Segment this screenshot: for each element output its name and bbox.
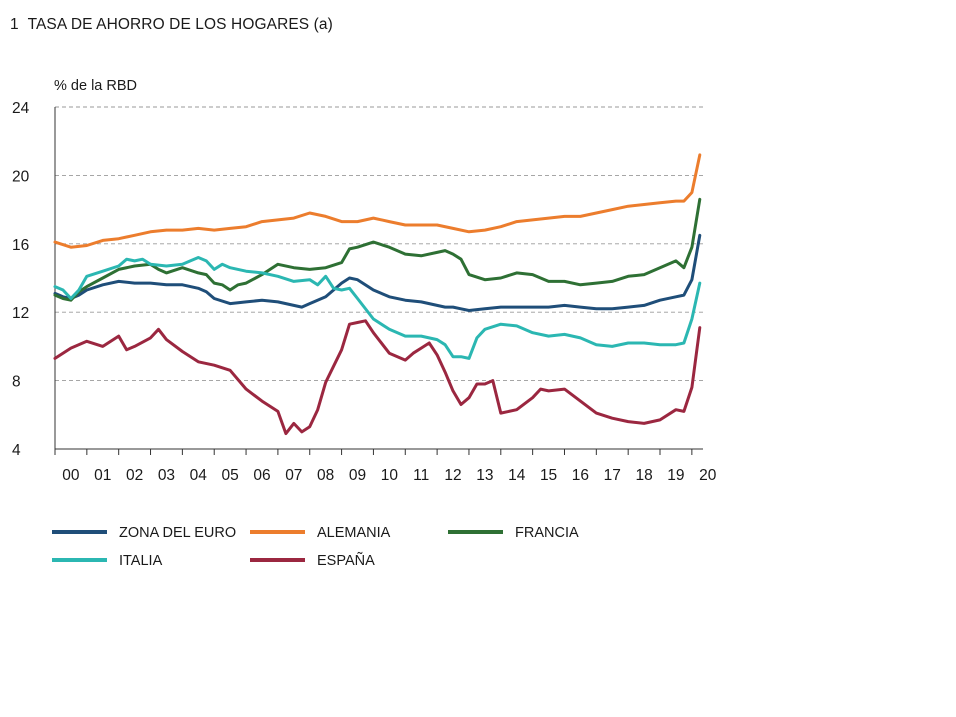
- x-tick-label: 07: [285, 467, 302, 484]
- y-tick-label: 16: [12, 237, 29, 254]
- x-tick-label: 06: [253, 467, 270, 484]
- legend-label: ESPAÑA: [317, 552, 375, 569]
- x-tick-label: 09: [349, 467, 366, 484]
- series-line-italia: [53, 256, 702, 360]
- x-tick-label: 10: [381, 467, 399, 484]
- y-tick-label: 24: [12, 100, 30, 117]
- y-tick-label: 4: [12, 442, 21, 459]
- x-tick-label: 00: [62, 467, 80, 484]
- chart-title: 1 TASA DE AHORRO DE LOS HOGARES (a): [10, 16, 333, 34]
- x-tick-label: 02: [126, 467, 143, 484]
- series-line-alemania: [53, 153, 702, 249]
- x-tick-label: 19: [667, 467, 684, 484]
- legend-label: ZONA DEL EURO: [119, 525, 236, 541]
- chart-title-suffix: (a): [313, 16, 333, 33]
- legend-label: FRANCIA: [515, 525, 579, 541]
- x-tick-label: 04: [190, 467, 208, 484]
- legend-label: ALEMANIA: [317, 525, 391, 541]
- x-tick-label: 14: [508, 467, 526, 484]
- axes: 4 8 12 16 20 24 00 01 02 03 04 05 06 07 08 09 10 11 12 13 14…: [12, 100, 717, 484]
- x-tick-label: 08: [317, 467, 334, 484]
- x-tick-label: 17: [604, 467, 621, 484]
- x-tick-label: 11: [413, 467, 429, 484]
- x-tick-label: 13: [476, 467, 493, 484]
- x-tick-label: 01: [94, 467, 111, 484]
- series-lines: [53, 153, 702, 436]
- series-line-francia: [53, 197, 702, 302]
- x-tick-label: 05: [222, 467, 239, 484]
- chart-number: 1: [10, 16, 19, 33]
- x-tick-label: 20: [699, 467, 717, 484]
- y-axis-unit-label: % de la RBD: [54, 78, 137, 94]
- x-tick-label: 15: [540, 467, 557, 484]
- x-tick-label: 16: [572, 467, 589, 484]
- series-line-zona-del-euro: [53, 233, 702, 312]
- y-tick-label: 8: [12, 374, 21, 391]
- series-line-españa: [53, 319, 702, 436]
- legend-label: ITALIA: [119, 553, 163, 569]
- x-tick-label: 12: [444, 467, 461, 484]
- x-tick-label: 03: [158, 467, 175, 484]
- y-tick-label: 12: [12, 305, 29, 322]
- legend: ZONA DEL EURO ALEMANIA FRANCIA ITALIA ESPAÑA: [52, 525, 579, 569]
- y-tick-label: 20: [12, 168, 30, 185]
- x-tick-label: 18: [635, 467, 652, 484]
- chart-title-text: TASA DE AHORRO DE LOS HOGARES: [27, 16, 310, 33]
